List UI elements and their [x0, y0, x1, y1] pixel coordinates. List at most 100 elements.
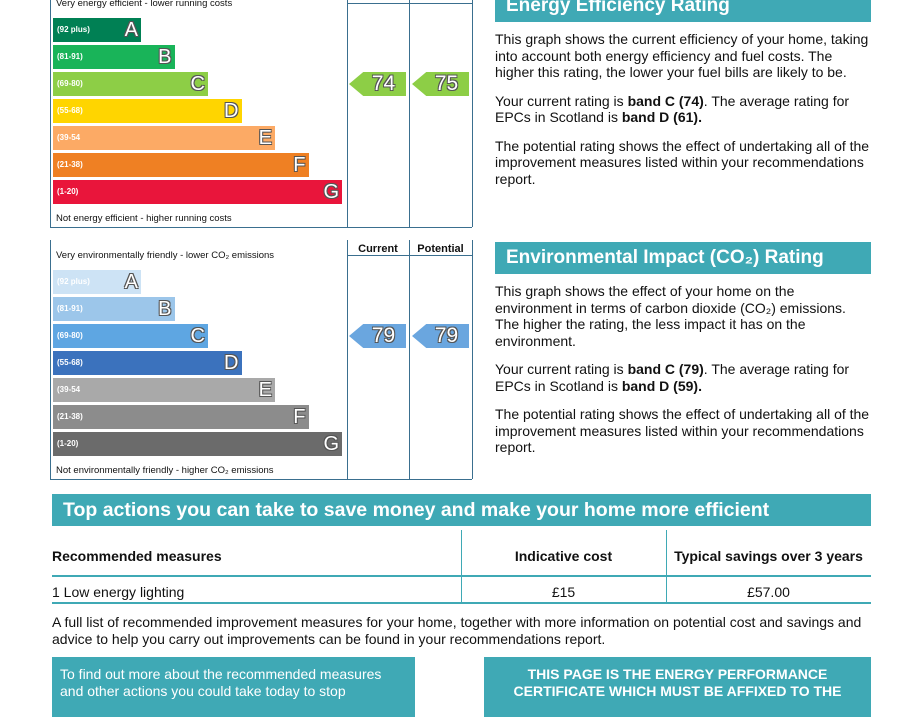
column-header: Current [358, 243, 398, 255]
paragraph-text: . The average rating for EPCs in Scotlan… [495, 92, 850, 126]
paragraph-text: band D (61). [621, 109, 702, 125]
bottom-label: Not environmentally friendly - higher CO… [56, 465, 274, 476]
band-range: (39-54 [57, 385, 81, 394]
description: This graph shows the effect of your home… [495, 283, 871, 468]
table-cell: £57.00 [747, 584, 790, 600]
paragraph-text: . The average rating for EPCs in Scotlan… [495, 361, 850, 394]
rating-value: 79 [434, 324, 459, 347]
rating-band: (55-68) D [53, 99, 242, 123]
actions-banner: Top actions you can take to save money a… [52, 494, 871, 526]
rating-arrow: 75 [412, 72, 469, 96]
rating-band: (21-38) F [53, 153, 309, 177]
band-letter: F [293, 406, 306, 428]
info-box: To find out more about the recommended m… [52, 657, 415, 717]
header-rule [347, 3, 473, 4]
rating-chart: Current Potential Very environmentally fri… [50, 240, 473, 480]
band-letter: E [258, 127, 272, 149]
rating-value: 75 [434, 72, 459, 95]
paragraph-text: band D (59). [621, 377, 702, 394]
column-line [472, 0, 473, 227]
band-range: (69-80) [57, 79, 83, 88]
section-heading: Environmental Impact (CO₂) Rating [495, 242, 871, 274]
rating-band: (81-91) B [53, 297, 175, 321]
band-letter: C [190, 325, 205, 347]
band-range: (39-54 [57, 133, 81, 142]
description: This graph shows the current efficiency … [495, 31, 871, 199]
column-line [409, 240, 410, 479]
paragraph: This graph shows the effect of your home… [495, 283, 871, 349]
paragraph-text: Your current rating is [495, 361, 628, 377]
rating-arrow: 79 [349, 324, 406, 348]
column-line [347, 0, 348, 227]
table-cell: £15 [551, 584, 576, 600]
paragraph-text: This graph shows the current efficiency … [495, 31, 869, 80]
rating-band: (21-38) F [53, 405, 309, 429]
band-range: (92 plus) [57, 277, 90, 286]
section-heading: Energy Efficiency Rating [495, 0, 871, 22]
table-divider [666, 530, 667, 602]
band-range: (21-38) [57, 412, 83, 421]
band-letter: C [190, 73, 205, 95]
paragraph: Your current rating is band C (79). The … [495, 361, 871, 394]
paragraph: This graph shows the current efficiency … [495, 31, 871, 81]
column-line [472, 240, 473, 479]
band-range: (1-20) [57, 187, 79, 196]
band-letter: G [323, 433, 339, 455]
column-header: Current [347, 0, 409, 3]
paragraph: The potential rating shows the effect of… [495, 138, 871, 188]
rating-band: (92 plus) A [53, 270, 141, 294]
rating-band: (92 plus) A [53, 18, 141, 42]
rating-value: 74 [371, 72, 396, 95]
paragraph-text: band C (74) [627, 92, 704, 109]
rating-band: (39-54 E [53, 378, 275, 402]
band-letter: D [224, 352, 239, 374]
table-cell: 1 Low energy lighting [52, 584, 185, 600]
band-letter: A [124, 271, 138, 293]
table-header: Recommended measures [52, 548, 222, 564]
table-rule [52, 602, 871, 604]
column-line [409, 0, 410, 227]
band-range: (92 plus) [57, 25, 90, 34]
rating-band: (1-20) G [53, 180, 342, 204]
column-line [347, 240, 348, 479]
rating-band: (69-80) C [53, 72, 208, 96]
column-header: Potential [417, 243, 464, 255]
rating-band: (69-80) C [53, 324, 208, 348]
paragraph-text: The potential rating shows the effect of… [495, 406, 870, 455]
paragraph: The potential rating shows the effect of… [495, 406, 871, 456]
band-range: (1-20) [57, 439, 79, 448]
table-header: Indicative cost [514, 548, 613, 564]
rating-arrow: 74 [349, 72, 406, 96]
band-letter: F [293, 154, 306, 176]
rating-value: 79 [371, 324, 396, 347]
band-range: (81-91) [57, 52, 83, 61]
band-range: (21-38) [57, 160, 83, 169]
header-rule [347, 255, 473, 256]
rating-band: (55-68) D [53, 351, 242, 375]
rating-band: (1-20) G [53, 432, 342, 456]
band-letter: G [323, 181, 339, 203]
rating-band: (39-54 E [53, 126, 275, 150]
certificate-box: THIS PAGE IS THE ENERGY PERFORMANCE CERT… [484, 657, 871, 717]
table-divider [461, 530, 462, 602]
column-header: Potential [409, 0, 472, 3]
paragraph-text: Your current rating is [495, 92, 628, 109]
paragraph: Your current rating is band C (74). The … [495, 93, 871, 126]
table-header: Typical savings over 3 years [674, 548, 863, 564]
band-range: (55-68) [57, 358, 83, 367]
bottom-label: Not energy efficient - higher running co… [56, 213, 232, 224]
top-label: Very environmentally friendly - lower CO… [56, 250, 275, 261]
band-range: (69-80) [57, 331, 83, 340]
band-letter: B [158, 298, 172, 320]
paragraph-text: The potential rating shows the effect of… [495, 137, 870, 187]
band-letter: A [124, 19, 138, 41]
band-letter: D [224, 100, 239, 122]
band-letter: E [258, 379, 272, 401]
top-label: Very energy efficient - lower running co… [56, 0, 233, 9]
rating-band: (81-91) B [53, 45, 175, 69]
band-range: (55-68) [57, 106, 83, 115]
band-letter: B [158, 46, 172, 68]
paragraph-text: band C (79) [627, 361, 704, 377]
